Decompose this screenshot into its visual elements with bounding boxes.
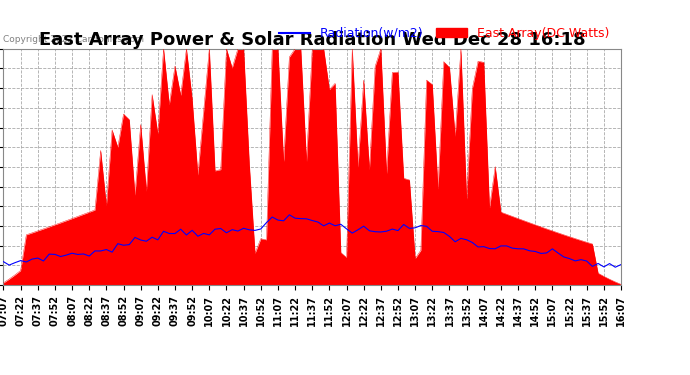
Legend: Radiation(w/m2), East Array(DC Watts): Radiation(w/m2), East Array(DC Watts) [274,22,615,45]
Title: East Array Power & Solar Radiation Wed Dec 28 16:18: East Array Power & Solar Radiation Wed D… [39,31,586,49]
Text: Copyright 2022 Cartronics.com: Copyright 2022 Cartronics.com [3,34,144,44]
